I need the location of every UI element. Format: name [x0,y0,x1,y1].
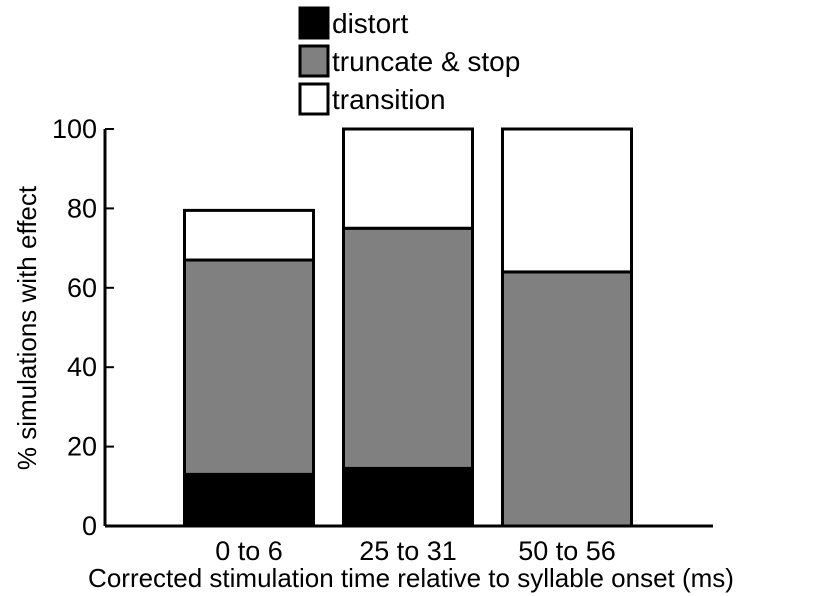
x-tick-label: 25 to 31 [359,536,457,566]
legend-label-transition: transition [332,84,446,115]
bar-segment-truncate-stop [342,226,474,470]
x-ticks: 0 to 6 25 to 31 50 to 56 [215,536,616,566]
x-tick-label: 50 to 56 [518,536,616,566]
legend-label-truncate-stop: truncate & stop [332,46,520,77]
bar-segment-truncate-stop [501,270,633,528]
legend-swatch-transition [298,82,330,116]
x-tick-label: 0 to 6 [215,536,283,566]
y-tick-label: 100 [52,114,97,144]
bar-segment-transition [342,127,474,230]
x-axis-label: Corrected stimulation time relative to s… [88,563,734,593]
bar-segment-distort [342,466,474,528]
y-tick-label: 40 [67,352,97,382]
y-tick-label: 80 [67,193,97,223]
legend-swatch-distort [298,6,330,40]
axes-group [103,129,713,528]
legend-label-distort: distort [332,8,408,39]
bar-segment-transition [501,127,633,274]
y-ticks: 0 20 40 60 80 100 [52,114,114,541]
y-tick-label: 20 [67,432,97,462]
bars-group [183,127,633,528]
legend-swatch-truncate-stop [298,44,330,78]
y-axis-label: % simulations with effect [12,185,42,470]
y-tick-label: 60 [67,273,97,303]
bar-segment-truncate-stop [183,258,315,476]
bar-segment-distort [183,472,315,528]
legend: distort truncate & stop transition [298,6,520,116]
bar-segment-transition [183,208,315,262]
y-tick-label: 0 [82,511,97,541]
